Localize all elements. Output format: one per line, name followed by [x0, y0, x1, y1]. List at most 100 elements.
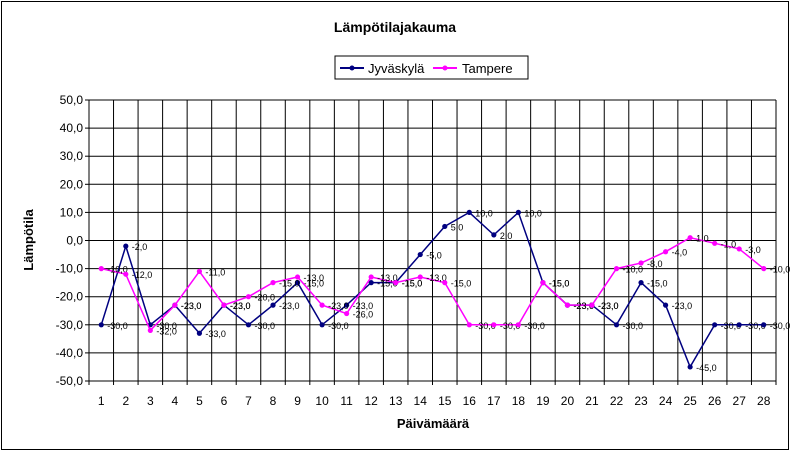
data-label: -30,0: [107, 321, 128, 331]
data-label: -23,0: [598, 301, 619, 311]
data-label: -20,0: [254, 293, 275, 303]
data-point: [712, 240, 718, 246]
data-point: [466, 209, 472, 215]
data-label: -26,0: [353, 310, 374, 320]
data-point: [442, 223, 448, 230]
x-tick-label: 21: [585, 394, 599, 408]
x-tick-label: 15: [438, 394, 452, 408]
data-point: [245, 322, 252, 328]
data-point: [613, 266, 620, 272]
data-label: -45,0: [696, 363, 717, 373]
data-point: [638, 260, 644, 266]
data-label: -23,0: [672, 301, 693, 311]
data-label: -3,0: [745, 245, 761, 255]
x-tick-label: 18: [512, 394, 526, 408]
y-tick-label: 20,0: [60, 177, 84, 191]
legend-marker-tampere: [442, 65, 448, 71]
x-tick-label: 1: [98, 394, 105, 408]
x-tick-label: 10: [315, 394, 329, 408]
data-point: [466, 322, 472, 328]
data-point: [417, 251, 423, 258]
data-point: [662, 249, 669, 255]
data-point: [761, 266, 767, 272]
data-point: [344, 302, 350, 308]
data-label: -23,0: [230, 301, 251, 311]
data-point: [123, 243, 129, 249]
data-point: [368, 280, 374, 286]
data-point: [540, 280, 546, 286]
x-axis-title: Päivämäärä: [397, 416, 470, 431]
data-label: -5,0: [426, 251, 442, 261]
data-point: [736, 322, 742, 328]
x-tick-label: 22: [610, 394, 624, 408]
data-label: -30,0: [475, 321, 496, 331]
y-tick-label: -50,0: [56, 374, 84, 388]
data-point: [613, 322, 620, 328]
data-point: [736, 246, 742, 252]
legend-box: [334, 55, 529, 80]
data-label: -15,0: [549, 279, 570, 289]
data-point: [196, 330, 203, 336]
data-label: -8,0: [647, 259, 663, 269]
data-point: [221, 302, 227, 308]
data-label: -15,0: [647, 279, 668, 289]
y-tick-label: 0,0: [66, 234, 83, 248]
data-label: -23,0: [279, 301, 300, 311]
chart-title: Lämpötilajakauma: [334, 19, 456, 35]
data-point: [687, 364, 693, 370]
data-point: [564, 302, 571, 308]
data-label: -12,0: [132, 270, 153, 280]
x-tick-label: 6: [221, 394, 228, 408]
data-point: [319, 302, 325, 308]
data-point: [515, 209, 521, 215]
data-label: -10,0: [107, 265, 128, 275]
data-label: -23,0: [598, 301, 619, 311]
y-tick-label: -20,0: [56, 290, 84, 304]
data-label: -15,0: [304, 279, 325, 289]
data-point: [294, 280, 301, 286]
data-label: -15,0: [377, 279, 398, 289]
data-point: [319, 322, 325, 328]
data-point: [638, 280, 644, 286]
data-label: -15,0: [451, 279, 472, 289]
series-tampere: -10,0-12,0-32,0-23,0-11,0-23,0-20,0-15,0…: [98, 234, 790, 336]
data-label: -30,0: [623, 321, 644, 331]
data-point: [515, 322, 521, 328]
data-label: 5,0: [451, 222, 464, 232]
x-tick-label: 3: [147, 394, 154, 408]
data-label: 2,0: [500, 231, 513, 241]
x-tick-label: 27: [733, 394, 747, 408]
y-tick-label: -10,0: [56, 262, 84, 276]
data-label: 10,0: [475, 208, 493, 218]
data-label: -23,0: [230, 301, 251, 311]
data-point: [491, 322, 497, 328]
x-tick-label: 23: [634, 394, 648, 408]
data-point: [442, 280, 448, 286]
data-label: -13,0: [426, 273, 447, 283]
data-label: -30,0: [500, 321, 521, 331]
data-label: -30,0: [721, 321, 742, 331]
x-tick-label: 12: [364, 394, 378, 408]
data-label: -15,0: [279, 279, 300, 289]
data-label: -1,0: [721, 239, 737, 249]
x-tick-label: 4: [172, 394, 179, 408]
data-label: -23,0: [573, 301, 594, 311]
y-tick-label: 10,0: [60, 205, 84, 219]
data-label: -15,0: [549, 279, 570, 289]
data-point: [761, 322, 767, 328]
data-point: [417, 274, 423, 280]
series-line: [101, 236, 765, 332]
data-point: [147, 327, 153, 334]
series-jyvaskyla: -30,0-2,0-30,0-23,0-33,0-23,0-30,0-23,0-…: [98, 208, 790, 373]
data-label: -13,0: [304, 273, 325, 283]
data-label: -10,0: [770, 265, 790, 275]
data-label: -30,0: [770, 321, 790, 331]
x-tick-label: 24: [659, 394, 673, 408]
x-tick-label: 7: [245, 394, 252, 408]
data-point: [172, 302, 178, 308]
x-tick-label: 5: [196, 394, 203, 408]
data-point: [491, 232, 497, 238]
legend-label-tampere: Tampere: [462, 61, 513, 76]
data-label: -23,0: [573, 301, 594, 311]
